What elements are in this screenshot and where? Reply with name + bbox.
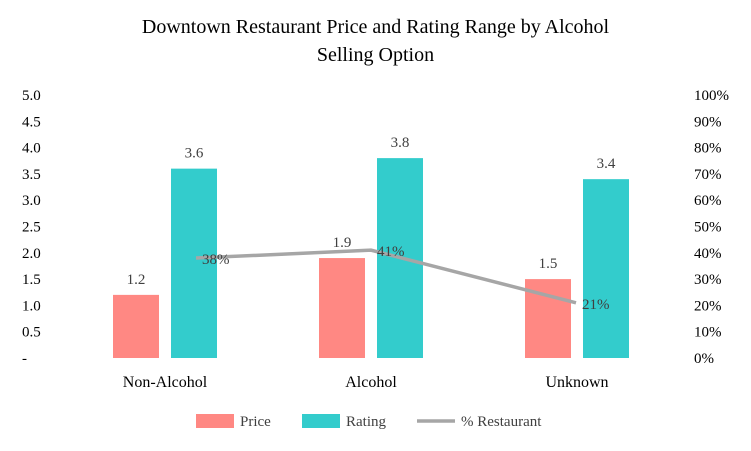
chart-title-line-1: Downtown Restaurant Price and Rating Ran… <box>141 16 610 38</box>
legend-price-label: Price <box>240 414 271 430</box>
y-left-tick-label: 5.0 <box>22 88 41 104</box>
restaurant-pct-line <box>195 248 577 305</box>
y-right-tick-label: 50% <box>694 220 722 236</box>
y-left-tick-label: 4.0 <box>22 141 41 157</box>
rating-bar <box>583 179 629 358</box>
y-left-tick-label: 3.5 <box>22 167 41 183</box>
rating-data-label: 3.4 <box>597 156 616 172</box>
y-right-tick-label: 10% <box>694 325 722 341</box>
price-data-label: 1.5 <box>539 256 558 272</box>
y-right-tick-label: 30% <box>694 272 722 288</box>
y-right-tick-label: 60% <box>694 193 722 209</box>
restaurant-pct-data-label: 21% <box>582 297 610 313</box>
rating-bar <box>171 168 217 358</box>
y-right-tick-label: 70% <box>694 167 722 183</box>
price-data-label: 1.9 <box>333 235 352 251</box>
y-left-tick-label: 0.5 <box>22 325 41 341</box>
y-right-tick-label: 80% <box>694 141 722 157</box>
rating-data-label: 3.6 <box>185 146 204 162</box>
legend-rating-label: Rating <box>346 414 386 430</box>
price-data-label: 1.2 <box>127 272 146 288</box>
y-right-tick-label: 0% <box>694 351 714 367</box>
x-tick-label: Alcohol <box>345 374 397 391</box>
chart-title-line-2: Selling Option <box>316 44 435 66</box>
y-left-tick-label: 2.5 <box>22 220 41 236</box>
legend-restaurant-pct-label: % Restaurant <box>461 414 542 430</box>
price-bar <box>319 258 365 358</box>
rating-data-label: 3.8 <box>391 135 410 151</box>
price-bar <box>113 294 159 358</box>
y-left-tick-label: 4.5 <box>22 114 41 130</box>
y-left-tick-label: 3.0 <box>22 193 41 209</box>
restaurant-pct-data-label: 41% <box>377 244 405 260</box>
x-tick-label: Unknown <box>545 374 608 391</box>
y-left-tick-label: 1.5 <box>22 272 41 288</box>
y-right-tick-label: 20% <box>694 298 722 314</box>
legend-rating-swatch <box>302 414 340 428</box>
y-right-tick-label: 40% <box>694 246 722 262</box>
y-left-tick-label: 1.0 <box>22 298 41 314</box>
y-left-tick-label: 2.0 <box>22 246 41 262</box>
legend-price-swatch <box>196 414 234 428</box>
y-right-tick-label: 100% <box>694 88 729 104</box>
restaurant-pct-data-label: 38% <box>202 252 230 268</box>
y-left-tick-label: - <box>22 351 27 367</box>
y-right-tick-label: 90% <box>694 114 722 130</box>
x-tick-label: Non-Alcohol <box>123 374 208 391</box>
